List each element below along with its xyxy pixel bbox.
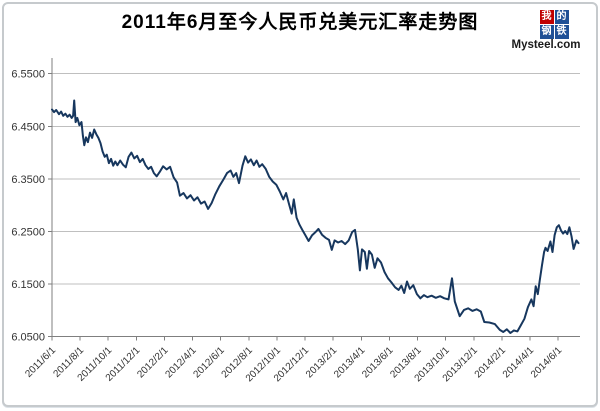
y-tick-label: 6.2500 xyxy=(11,227,45,239)
y-axis-labels: 6.0500 6.1500 6.2500 6.3500 6.4500 6.5500 xyxy=(11,69,52,344)
y-tick-label: 6.4500 xyxy=(11,121,45,133)
chart-title: 2011年6月至今人民币兑美元汇率走势图 xyxy=(121,12,479,33)
y-gridlines xyxy=(52,73,580,285)
axes xyxy=(51,58,580,338)
y-tick-label: 6.0500 xyxy=(11,332,45,344)
x-axis-labels: 2011/6/12011/8/12011/10/12011/12/12012/2… xyxy=(23,336,565,384)
mysteel-logo-caption: Mysteel.com xyxy=(511,39,581,51)
logo-tile-de: 的 xyxy=(554,10,569,24)
mysteel-logo: 我 的 钢 铁 Mysteel.com xyxy=(506,6,586,51)
x-tick-label: 2014/6/1 xyxy=(529,345,565,381)
y-tick-label: 6.5500 xyxy=(11,69,45,81)
mysteel-logo-tiles: 我 的 钢 铁 xyxy=(539,10,569,39)
exchange-rate-series-line xyxy=(51,99,580,334)
y-tick-label: 6.1500 xyxy=(11,279,45,291)
logo-tile-tie: 铁 xyxy=(554,25,569,39)
y-tick-label: 6.3500 xyxy=(11,174,45,186)
logo-tile-wo: 我 xyxy=(539,10,554,24)
chart-frame-border xyxy=(2,2,598,407)
logo-tile-gang: 钢 xyxy=(539,25,554,39)
